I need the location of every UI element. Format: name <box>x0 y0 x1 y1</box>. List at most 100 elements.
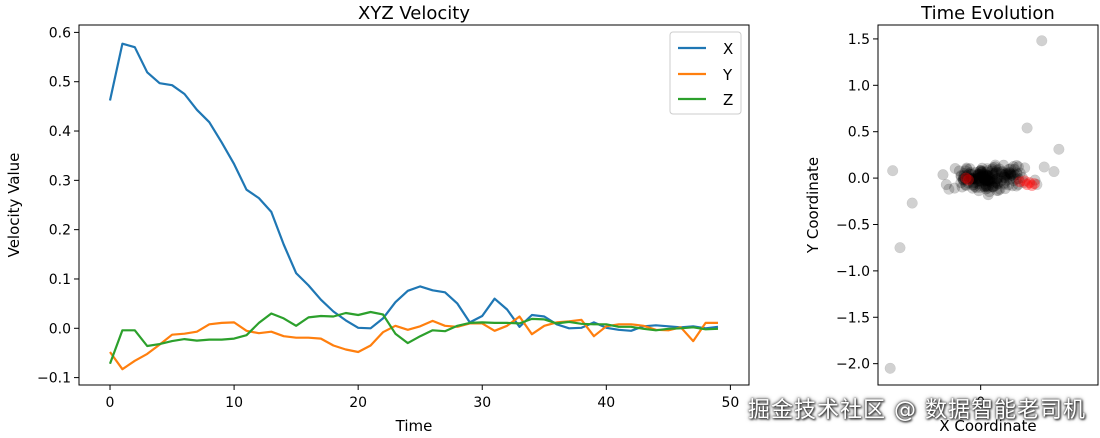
scatter-point-recent <box>962 174 974 186</box>
scatter-point <box>1012 178 1024 190</box>
scatter-point <box>987 162 999 174</box>
scatter-point <box>967 172 979 184</box>
velocity-legend: X Y Z <box>669 31 742 115</box>
series-line-x <box>108 42 719 332</box>
scatter-point <box>993 163 1006 175</box>
scatter-point <box>983 175 995 187</box>
scatter-point <box>991 172 1003 184</box>
scatter-point <box>1006 180 1018 192</box>
y-tick-label: −0.1 <box>37 371 71 387</box>
scatter-point <box>980 168 992 181</box>
scatter-point <box>985 176 997 188</box>
scatter-point <box>975 165 987 177</box>
scatter-point <box>980 166 992 178</box>
y-tick-label: 0.5 <box>848 125 870 141</box>
y-tick-label: −0.5 <box>836 217 870 233</box>
scatter-point <box>998 177 1010 189</box>
scatter-point <box>974 175 986 187</box>
scatter-point <box>974 172 986 184</box>
scatter-point <box>991 174 1003 186</box>
scatter-point <box>969 173 982 185</box>
scatter-point <box>973 168 985 180</box>
scatter-point <box>884 362 896 374</box>
scatter-point <box>1008 163 1020 175</box>
scatter-point <box>1011 159 1023 172</box>
x-tick-label: 0 <box>976 395 985 411</box>
scatter-point <box>983 186 995 198</box>
scatter-point <box>995 175 1007 187</box>
velocity-y-ticks: −0.1 0.0 0.1 0.2 0.3 0.4 0.5 0.6 <box>37 25 79 387</box>
scatter-point <box>937 169 949 181</box>
scatter-point <box>962 177 974 189</box>
scatter-point <box>972 172 984 185</box>
scatter-plot-area <box>877 24 1099 386</box>
scatter-point <box>1004 163 1017 175</box>
scatter-point <box>1003 166 1015 178</box>
scatter-point <box>990 173 1002 185</box>
scatter-point <box>994 183 1006 195</box>
scatter-point <box>995 168 1007 180</box>
scatter-point <box>998 170 1010 182</box>
scatter-point <box>1029 174 1041 186</box>
scatter-point <box>965 172 977 184</box>
scatter-point <box>1018 177 1030 189</box>
scatter-point <box>982 165 994 177</box>
scatter-point <box>961 163 973 175</box>
scatter-point <box>1048 166 1060 178</box>
scatter-point <box>986 169 999 181</box>
scatter-point <box>979 181 991 193</box>
scatter-point <box>973 185 985 197</box>
scatter-point <box>979 172 991 184</box>
scatter-point <box>967 177 979 189</box>
scatter-point <box>972 168 985 180</box>
scatter-point <box>980 183 992 195</box>
scatter-point <box>986 163 998 175</box>
scatter-point <box>949 162 961 175</box>
scatter-point <box>991 173 1003 185</box>
scatter-point-recent <box>1021 179 1033 191</box>
scatter-point <box>1038 161 1050 173</box>
scatter-point <box>986 173 998 185</box>
series-line-z <box>108 310 719 365</box>
scatter-point <box>969 166 982 178</box>
y-tick-label: 0.6 <box>49 25 71 41</box>
scatter-point <box>972 170 984 182</box>
scatter-point <box>1003 163 1015 175</box>
scatter-point <box>986 181 998 193</box>
scatter-point <box>981 163 993 175</box>
scatter-point <box>996 168 1008 180</box>
scatter-point <box>988 175 1000 187</box>
scatter-point <box>978 170 990 182</box>
scatter-point <box>894 242 906 254</box>
y-tick-label: −1.5 <box>836 310 870 326</box>
velocity-chart: XYZ Velocity −0.1 0.0 0.1 0.2 0.3 0.4 0.5 0.6 0… <box>5 3 750 435</box>
scatter-point <box>964 163 976 175</box>
scatter-point <box>980 180 992 193</box>
scatter-point <box>974 181 986 193</box>
velocity-series <box>108 42 719 371</box>
x-tick-label: 20 <box>349 395 367 411</box>
y-tick-label: 0.4 <box>49 124 71 140</box>
scatter-point <box>1000 172 1012 184</box>
scatter-point <box>1000 167 1013 179</box>
scatter-point <box>976 180 989 192</box>
scatter-point <box>998 171 1010 183</box>
scatter-point <box>1012 173 1024 185</box>
y-tick-label: 0.3 <box>49 173 71 189</box>
scatter-point <box>955 177 967 189</box>
scatter-point <box>998 178 1010 190</box>
scatter-point <box>966 173 978 185</box>
scatter-points <box>884 35 1065 374</box>
scatter-y-axis-label: Y Coordinate <box>804 157 822 254</box>
scatter-point <box>999 168 1011 180</box>
scatter-x-ticks: 0 <box>976 385 985 411</box>
y-tick-label: 1.5 <box>848 32 870 48</box>
scatter-point <box>982 180 994 193</box>
scatter-point-recent <box>960 172 972 184</box>
velocity-plot-area <box>78 24 750 386</box>
scatter-point <box>975 166 987 178</box>
scatter-point <box>957 173 969 185</box>
scatter-point <box>956 181 968 193</box>
scatter-point <box>906 197 918 209</box>
